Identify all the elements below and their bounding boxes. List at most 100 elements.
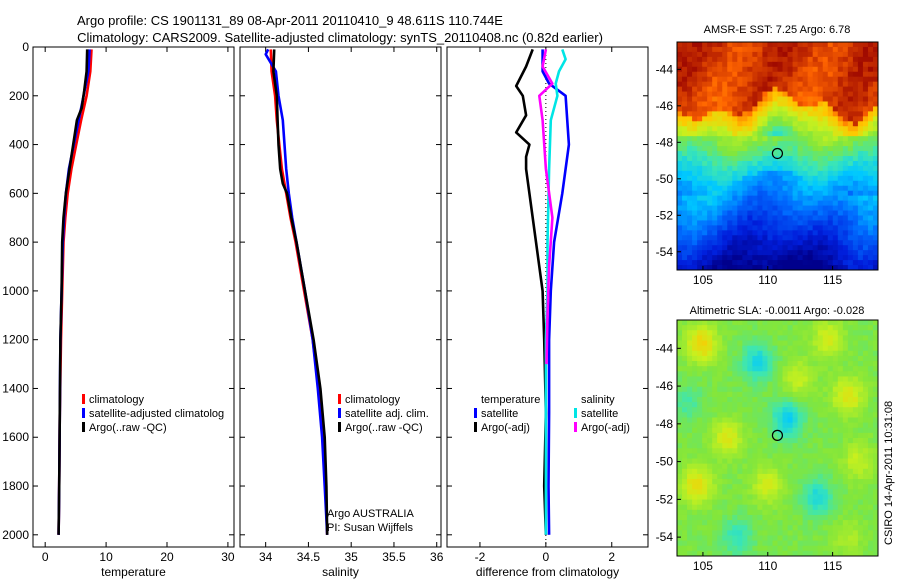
sla_map-cell bbox=[837, 396, 844, 403]
sst_map-cell bbox=[697, 240, 703, 246]
sst_map-cell bbox=[837, 225, 844, 231]
sla_map-cell bbox=[747, 540, 753, 547]
sst_map-cell bbox=[712, 66, 718, 73]
sst_map-cell bbox=[847, 86, 854, 93]
sla_map-cell bbox=[692, 427, 698, 434]
difference-legend-label: satellite bbox=[481, 408, 518, 420]
sst_map-cell bbox=[852, 56, 859, 63]
sst_map-cell bbox=[727, 91, 733, 98]
sst_map-cell bbox=[767, 250, 774, 256]
sst_map-cell bbox=[737, 141, 743, 147]
sla_map-cell bbox=[817, 463, 824, 470]
sla_map-cell bbox=[837, 468, 844, 475]
sla_map-cell bbox=[797, 479, 804, 485]
sst_map-cell bbox=[692, 106, 698, 112]
sla_map-cell bbox=[847, 479, 854, 485]
sla_map-cell bbox=[797, 432, 804, 439]
sst_map-cell bbox=[857, 66, 864, 73]
sst-map-title: AMSR-E SST: 7.25 Argo: 6.78 bbox=[704, 24, 851, 36]
sla_map-cell bbox=[822, 458, 829, 465]
sla_map-cell bbox=[787, 550, 794, 556]
sla_map-cell bbox=[802, 355, 809, 362]
sst_map-cell bbox=[747, 250, 753, 256]
sst_map-cell bbox=[862, 46, 869, 53]
sla_map-cell bbox=[862, 494, 869, 501]
sla_map-cell bbox=[847, 504, 854, 511]
sst_map-cell bbox=[752, 46, 759, 53]
sst_map-cell bbox=[697, 106, 703, 112]
sst_map-cell bbox=[777, 200, 784, 207]
sst_map-cell bbox=[812, 121, 819, 127]
sla_map-cell bbox=[717, 504, 723, 511]
sla_map-cell bbox=[822, 412, 829, 419]
sst_map-cell bbox=[782, 230, 789, 236]
sla_map-cell bbox=[747, 463, 753, 470]
sla_map-cell bbox=[727, 345, 733, 352]
sla_map-cell bbox=[757, 448, 764, 454]
sst_map-cell bbox=[772, 81, 779, 88]
sst_map-cell bbox=[812, 190, 819, 197]
sla_map-cell bbox=[687, 391, 693, 398]
sla_map-cell bbox=[847, 381, 854, 388]
sst_map-cell bbox=[847, 225, 854, 231]
sst_map-cell bbox=[832, 180, 839, 187]
sla_map-cell bbox=[697, 355, 703, 362]
sla_map-cell bbox=[862, 463, 869, 470]
sst_map-cell bbox=[832, 101, 839, 108]
sla_map-cell bbox=[867, 520, 874, 526]
sla_map-cell bbox=[687, 520, 693, 526]
sst_map-cell bbox=[752, 101, 759, 108]
sla_map-cell bbox=[822, 427, 829, 434]
sst_map-cell bbox=[872, 61, 878, 68]
sst_map-cell bbox=[857, 165, 864, 172]
sst_map-cell bbox=[807, 185, 814, 192]
sst_map-cell bbox=[852, 230, 859, 236]
sst_map-cell bbox=[812, 151, 819, 157]
sst_map-cell bbox=[712, 215, 718, 222]
sla_map-cell bbox=[792, 473, 799, 480]
sla_map-cell bbox=[752, 340, 759, 347]
sla_map-cell bbox=[812, 504, 819, 511]
sst_map-cell bbox=[857, 91, 864, 98]
sla_map-cell bbox=[727, 402, 733, 408]
sst_map-cell bbox=[817, 126, 824, 132]
sst_map-cell bbox=[747, 71, 753, 78]
sla_map-cell bbox=[762, 355, 769, 362]
sst_map-cell bbox=[832, 250, 839, 256]
sst_map-cell bbox=[697, 170, 703, 177]
sla_map-cell bbox=[762, 432, 769, 439]
sst_map-cell bbox=[842, 225, 849, 231]
sla_map-cell bbox=[712, 366, 718, 372]
sla_map-cell bbox=[867, 504, 874, 511]
sst_map-cell bbox=[702, 265, 708, 270]
sla_map-cell bbox=[852, 432, 859, 439]
sst_map-cell bbox=[812, 81, 819, 88]
sla_map-cell bbox=[822, 432, 829, 439]
sla_map-cell bbox=[692, 499, 698, 506]
sst_map-cell bbox=[827, 51, 834, 58]
sla_map-cell bbox=[827, 448, 834, 454]
sst_map-cell bbox=[822, 71, 829, 78]
sla_map-cell bbox=[747, 330, 753, 336]
sst_map-cell bbox=[847, 116, 854, 122]
sla_map-cell bbox=[717, 371, 723, 378]
sst_map-cell bbox=[712, 265, 718, 270]
sla_map-cell bbox=[782, 371, 789, 378]
sla_map-cell bbox=[812, 432, 819, 439]
sla_map-cell bbox=[832, 386, 839, 393]
sla_map-cell bbox=[692, 463, 698, 470]
sst_map-cell bbox=[717, 195, 723, 202]
sst_map-cell bbox=[792, 86, 799, 93]
sst_map-cell bbox=[867, 165, 874, 172]
sla_map-cell bbox=[777, 350, 784, 357]
sst_map-cell bbox=[677, 210, 683, 217]
depth-tick-label: 1600 bbox=[2, 430, 29, 444]
sst_map-cell bbox=[697, 76, 703, 83]
sla_map-cell bbox=[727, 412, 733, 419]
sla_map-cell bbox=[782, 489, 789, 496]
sla_map-cell bbox=[807, 520, 814, 526]
sla_map-cell bbox=[727, 366, 733, 372]
sst_map-cell bbox=[852, 151, 859, 157]
sla_map-cell bbox=[802, 535, 809, 542]
sst_map-cell bbox=[822, 61, 829, 68]
